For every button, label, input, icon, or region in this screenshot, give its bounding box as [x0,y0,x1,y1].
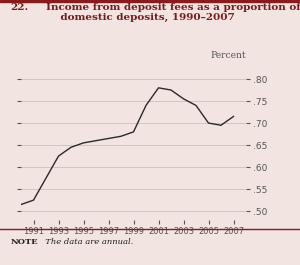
Text: The data are annual.: The data are annual. [40,238,134,246]
Text: Income from deposit fees as a proportion of total
    domestic deposits, 1990–20: Income from deposit fees as a proportion… [46,3,300,22]
Text: Percent: Percent [210,51,246,60]
Text: 22.: 22. [11,3,29,12]
Text: NOTE: NOTE [11,238,38,246]
